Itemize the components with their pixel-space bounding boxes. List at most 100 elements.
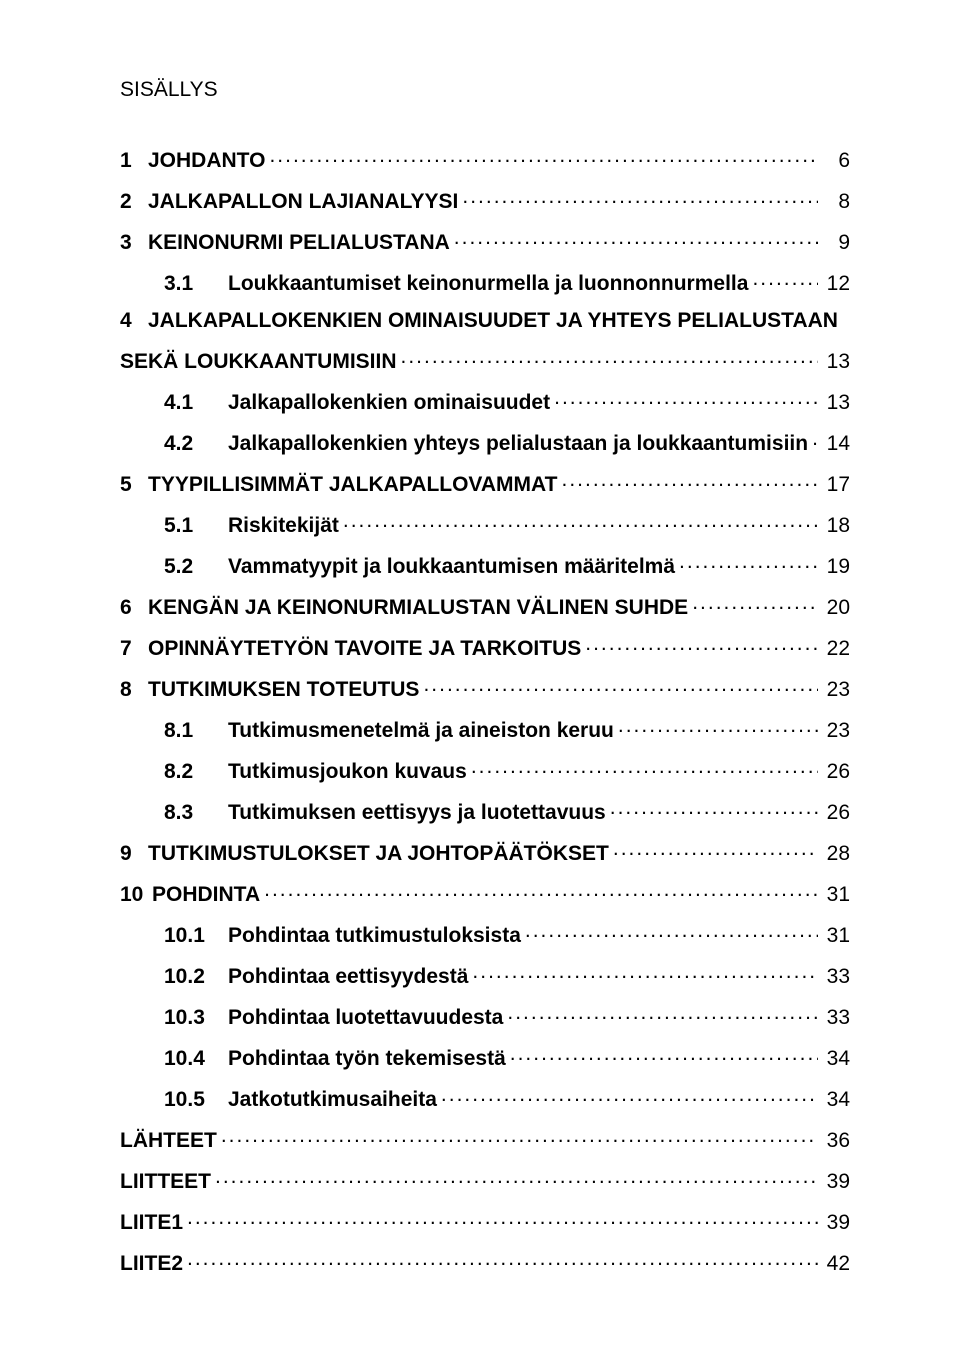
toc-entry: 10.1Pohdintaa tutkimustuloksista31: [120, 921, 850, 946]
toc-leader: [613, 839, 818, 860]
toc-leader: [187, 1249, 818, 1270]
toc-number: 8.3: [164, 802, 228, 823]
toc-page-number: 26: [822, 761, 850, 782]
toc-page-number: 26: [822, 802, 850, 823]
toc-page-number: 19: [822, 556, 850, 577]
toc-page-number: 13: [822, 392, 850, 413]
toc-entry: 10.4Pohdintaa työn tekemisestä 34: [120, 1044, 850, 1069]
toc-page-number: 20: [822, 597, 850, 618]
toc-label: JOHDANTO: [148, 150, 265, 171]
toc-page-number: 33: [822, 1007, 850, 1028]
toc-leader: [507, 1003, 818, 1024]
toc-leader: [423, 675, 818, 696]
toc-label: LIITE1: [120, 1212, 183, 1233]
toc-page-number: 9: [822, 232, 850, 253]
toc-label: Vammatyypit ja loukkaantumisen määritelm…: [228, 556, 675, 577]
toc-leader: [525, 921, 818, 942]
toc-label: Loukkaantumiset keinonurmella ja luonnon…: [228, 273, 748, 294]
toc-leader: [561, 470, 818, 491]
toc-label: Jatkotutkimusaiheita: [228, 1089, 437, 1110]
toc-label: LÄHTEET: [120, 1130, 217, 1151]
toc-page-number: 6: [822, 150, 850, 171]
toc-page-number: 39: [822, 1212, 850, 1233]
toc-entry: 4.2Jalkapallokenkien yhteys pelialustaan…: [120, 429, 850, 454]
toc-number: 7: [120, 638, 148, 659]
toc-entry: 8.3Tutkimuksen eettisyys ja luotettavuus…: [120, 798, 850, 823]
toc-leader: [472, 962, 818, 983]
toc-label: Pohdintaa työn tekemisestä: [228, 1048, 506, 1069]
toc-leader: [441, 1085, 818, 1106]
toc-page-number: 31: [822, 925, 850, 946]
toc-number: 10.5: [164, 1089, 228, 1110]
toc-leader: [610, 798, 818, 819]
toc-page-number: 36: [822, 1130, 850, 1151]
toc-label: OPINNÄYTETYÖN TAVOITE JA TARKOITUS: [148, 638, 581, 659]
toc-entry: LIITE242: [120, 1249, 850, 1274]
toc-number: 8: [120, 679, 148, 700]
toc-leader: [679, 552, 818, 573]
toc-page-number: 39: [822, 1171, 850, 1192]
toc-entry: 8TUTKIMUKSEN TOTEUTUS23: [120, 675, 850, 700]
toc-leader: [510, 1044, 818, 1065]
toc-entry: 10POHDINTA 31: [120, 880, 850, 905]
toc-leader: [401, 347, 819, 368]
toc-number: 5.1: [164, 515, 228, 536]
toc-leader: [554, 388, 818, 409]
table-of-contents: 1JOHDANTO62JALKAPALLON LAJIANALYYSI83KEI…: [120, 146, 850, 1274]
toc-number: 6: [120, 597, 148, 618]
toc-page-number: 23: [822, 679, 850, 700]
toc-label: TYYPILLISIMMÄT JALKAPALLOVAMMAT: [148, 474, 557, 495]
toc-entry: 10.5Jatkotutkimusaiheita 34: [120, 1085, 850, 1110]
toc-number: 10: [120, 884, 152, 905]
toc-number: 2: [120, 191, 148, 212]
toc-page-number: 34: [822, 1048, 850, 1069]
toc-entry: 3.1Loukkaantumiset keinonurmella ja luon…: [120, 269, 850, 294]
toc-leader: [618, 716, 818, 737]
toc-leader: [462, 187, 818, 208]
toc-number: 8.1: [164, 720, 228, 741]
toc-entry: 1JOHDANTO6: [120, 146, 850, 171]
toc-label: Pohdintaa eettisyydestä: [228, 966, 468, 987]
toc-label: LIITTEET: [120, 1171, 211, 1192]
toc-entry: 2JALKAPALLON LAJIANALYYSI8: [120, 187, 850, 212]
toc-entry: 5.1Riskitekijät18: [120, 511, 850, 536]
toc-entry: 6KENGÄN JA KEINONURMIALUSTAN VÄLINEN SUH…: [120, 593, 850, 618]
toc-label: Jalkapallokenkien yhteys pelialustaan ja…: [228, 433, 808, 454]
toc-label: JALKAPALLON LAJIANALYYSI: [148, 191, 458, 212]
toc-leader: [752, 269, 818, 290]
toc-leader: [264, 880, 818, 901]
toc-entry: LÄHTEET 36: [120, 1126, 850, 1151]
toc-label: KENGÄN JA KEINONURMIALUSTAN VÄLINEN SUHD…: [148, 597, 688, 618]
toc-leader: [454, 228, 818, 249]
toc-entry: 10.3Pohdintaa luotettavuudesta33: [120, 1003, 850, 1028]
toc-entry: 10.2Pohdintaa eettisyydestä33: [120, 962, 850, 987]
toc-label: KEINONURMI PELIALUSTANA: [148, 232, 450, 253]
toc-label: POHDINTA: [152, 884, 260, 905]
toc-number: 4: [120, 310, 148, 331]
toc-number: 10.4: [164, 1048, 228, 1069]
toc-page-number: 23: [822, 720, 850, 741]
toc-label: JALKAPALLOKENKIEN OMINAISUUDET JA YHTEYS…: [148, 310, 838, 331]
toc-leader: [187, 1208, 818, 1229]
toc-label: SEKÄ LOUKKAANTUMISIIN: [120, 351, 397, 372]
toc-entry: 8.1Tutkimusmenetelmä ja aineiston keruu 2…: [120, 716, 850, 741]
toc-entry: LIITTEET 39: [120, 1167, 850, 1192]
toc-entry: 3KEINONURMI PELIALUSTANA 9: [120, 228, 850, 253]
toc-page-number: 34: [822, 1089, 850, 1110]
toc-page-number: 17: [822, 474, 850, 495]
toc-page-number: 12: [822, 273, 850, 294]
toc-leader: [269, 146, 818, 167]
toc-label: Tutkimuksen eettisyys ja luotettavuus: [228, 802, 606, 823]
toc-label: Pohdintaa luotettavuudesta: [228, 1007, 503, 1028]
toc-leader: [215, 1167, 818, 1188]
toc-number: 3: [120, 232, 148, 253]
toc-number: 10.2: [164, 966, 228, 987]
toc-page-number: 28: [822, 843, 850, 864]
toc-page-number: 31: [822, 884, 850, 905]
toc-entry: 4.1Jalkapallokenkien ominaisuudet13: [120, 388, 850, 413]
toc-number: 4.2: [164, 433, 228, 454]
toc-label: Tutkimusmenetelmä ja aineiston keruu: [228, 720, 614, 741]
toc-entry: 8.2Tutkimusjoukon kuvaus26: [120, 757, 850, 782]
toc-leader: [343, 511, 818, 532]
toc-page-number: 18: [822, 515, 850, 536]
